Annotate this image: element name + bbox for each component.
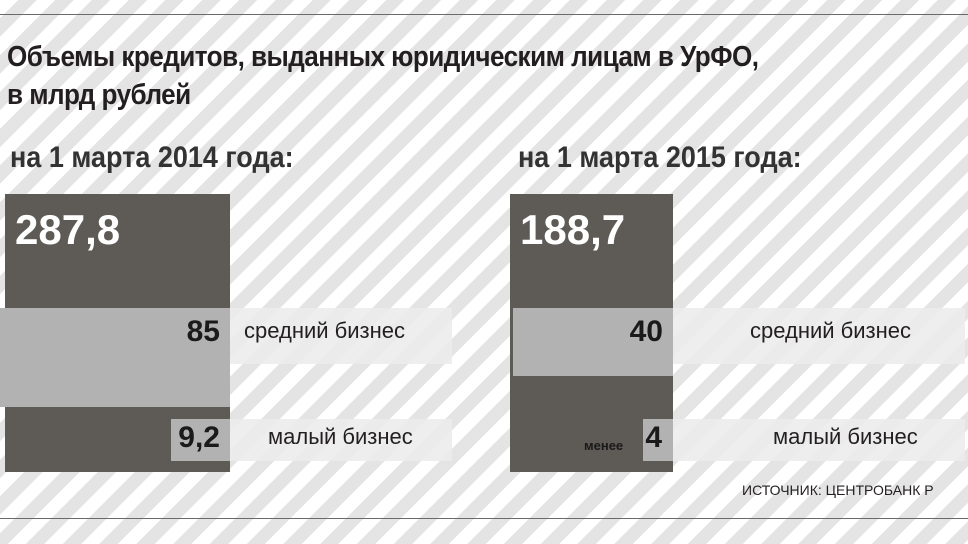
year-heading-2015: на 1 марта 2015 года: xyxy=(518,141,802,174)
top-rule xyxy=(0,14,968,15)
bar-small-2014 xyxy=(170,419,230,461)
source-note: ИСТОЧНИК: ЦЕНТРОБАНК Р xyxy=(742,482,934,498)
bar-medium-2015 xyxy=(513,308,673,376)
value-medium-2015: 40 xyxy=(629,315,663,348)
label-medium-2015: средний бизнес xyxy=(750,318,912,343)
year-heading-2014: на 1 марта 2014 года: xyxy=(10,141,294,174)
chart-title-line1: Объемы кредитов, выданных юридическим ли… xyxy=(7,41,759,73)
band-medium-2015 xyxy=(673,308,965,364)
bottom-rule xyxy=(0,518,968,519)
bar-medium-2014 xyxy=(0,308,230,407)
value-small-2014: 9,2 xyxy=(178,421,220,454)
band-small-2014 xyxy=(230,419,452,461)
label-small-2014: малый бизнес xyxy=(268,424,413,449)
bar-small-2015 xyxy=(643,419,673,461)
label-small-2015: малый бизнес xyxy=(773,424,918,449)
prefix-small-2015: менее xyxy=(584,438,624,453)
total-value-2015: 188,7 xyxy=(520,206,626,253)
value-medium-2014: 85 xyxy=(186,315,220,348)
band-medium-2014 xyxy=(230,308,452,364)
label-medium-2014: средний бизнес xyxy=(244,318,406,343)
chart-title: Объемы кредитов, выданных юридическим ли… xyxy=(7,38,759,114)
chart-title-line2: в млрд рублей xyxy=(7,79,191,111)
band-small-2015 xyxy=(673,419,965,461)
total-value-2014: 287,8 xyxy=(15,206,121,253)
value-small-2015: 4 xyxy=(645,421,662,454)
